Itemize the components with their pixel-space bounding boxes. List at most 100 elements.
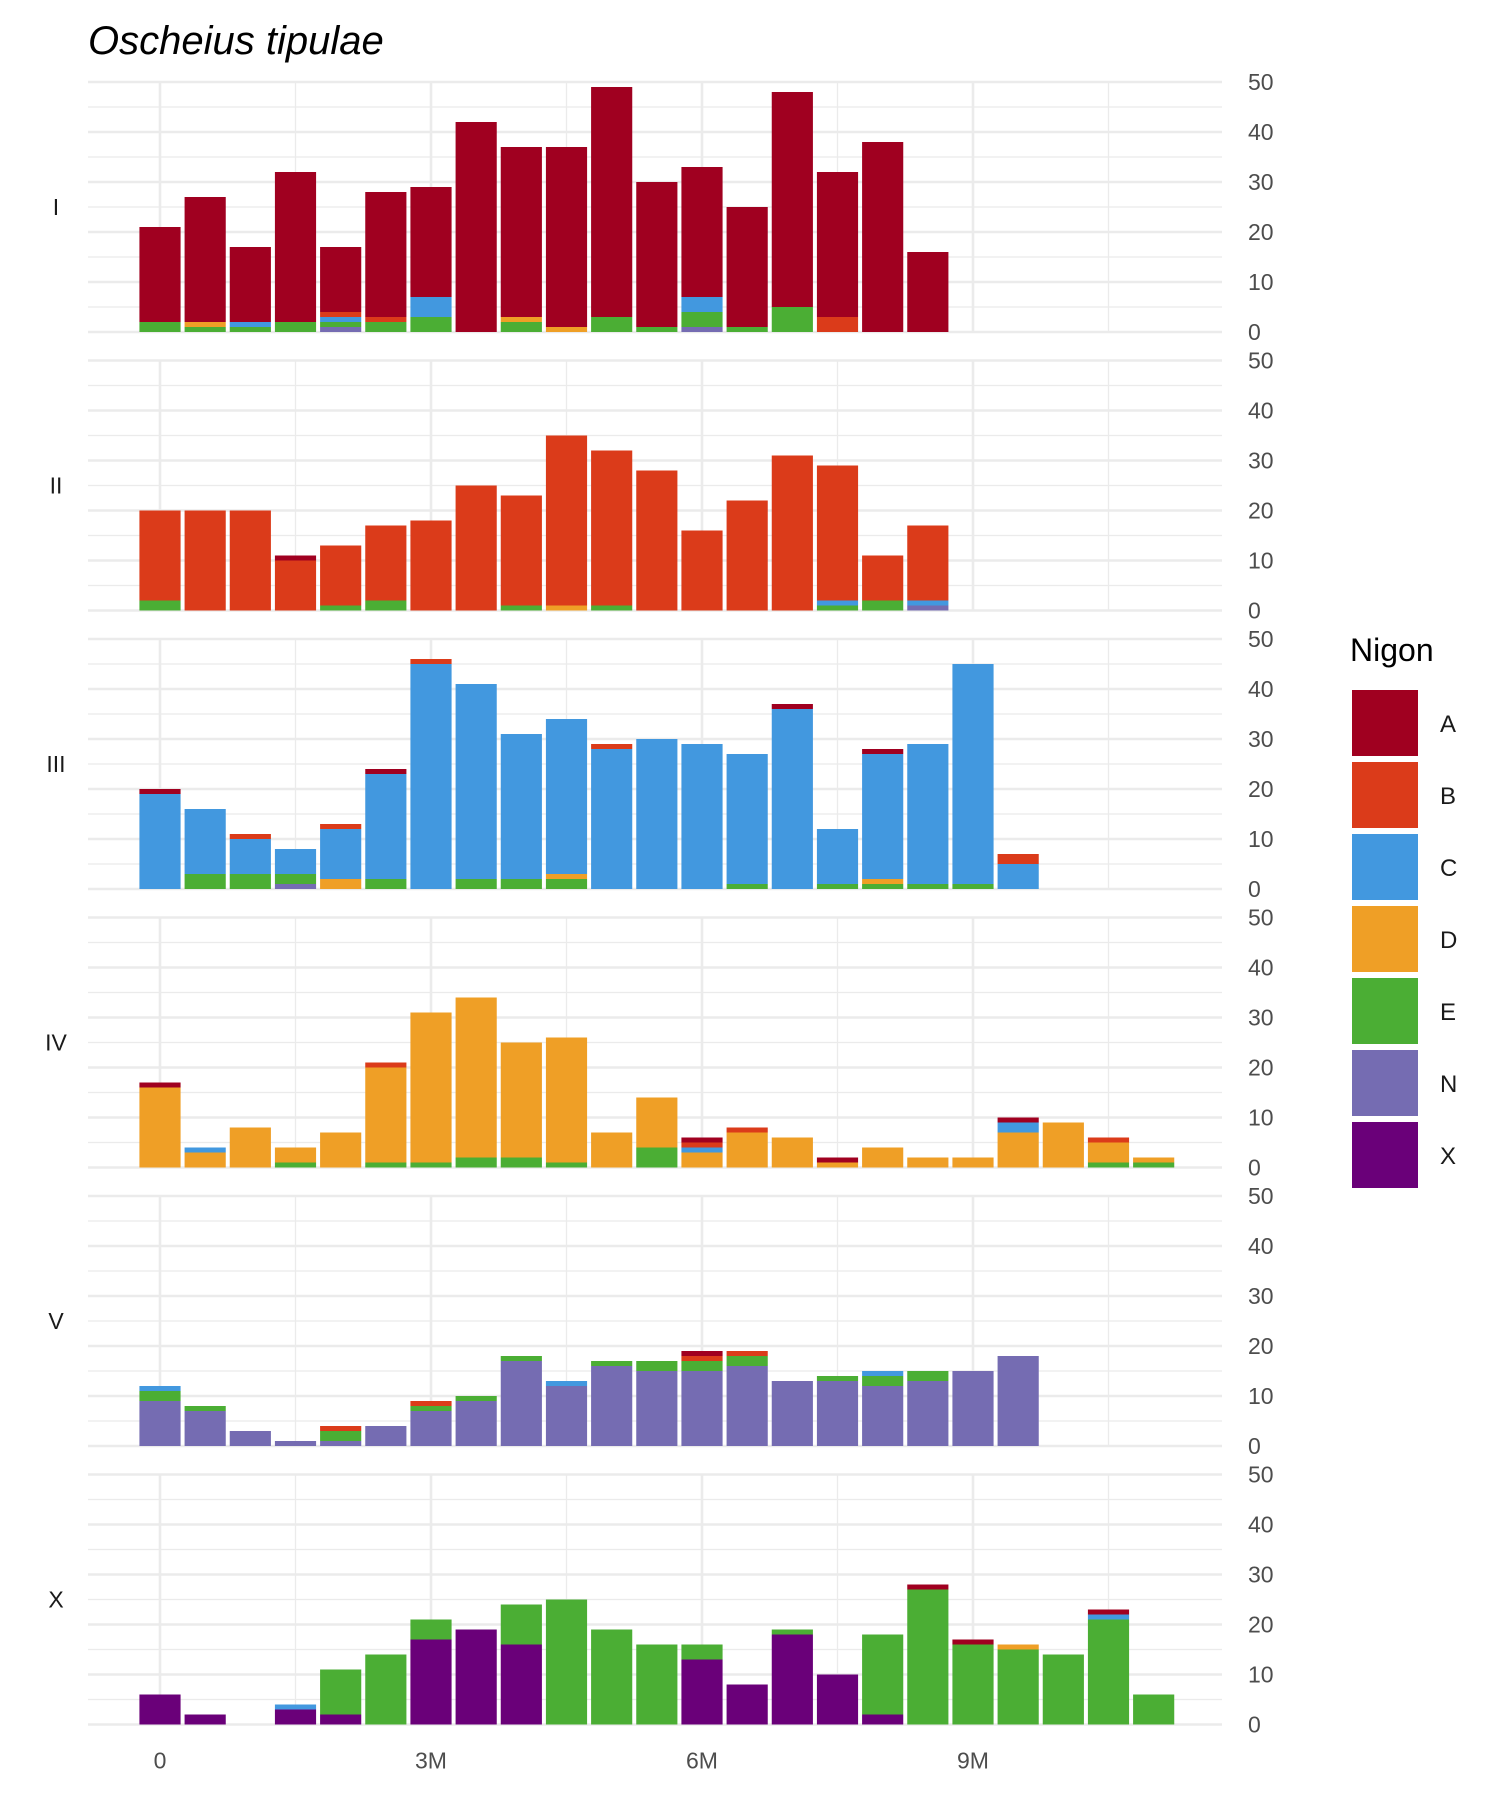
bar-segment-E — [545, 879, 588, 889]
bar-segment-E — [365, 1162, 407, 1168]
facet-panel-II: II 0 10 20 30 40 50 — [50, 348, 1274, 624]
legend-swatch-N — [1352, 1050, 1418, 1116]
x-tick-label: 3M — [415, 1748, 447, 1774]
bar-segment-E — [455, 879, 497, 889]
bar-segment-E — [229, 874, 271, 889]
bar-segment-E — [545, 1599, 588, 1725]
bar-segment-D — [862, 879, 904, 884]
legend-label: C — [1440, 855, 1457, 882]
bar-segment-A — [500, 147, 542, 317]
bar-segment-E — [139, 600, 181, 611]
y-tick-label: 30 — [1248, 1562, 1274, 1588]
y-tick-label: 40 — [1248, 676, 1274, 702]
bar-segment-E — [500, 879, 542, 889]
facet-label: III — [46, 751, 65, 777]
x-axis: 0 3M 6M 9M — [154, 1748, 989, 1774]
x-tick-label: 6M — [686, 1748, 718, 1774]
legend-label: X — [1440, 1143, 1456, 1170]
legend-label: A — [1440, 711, 1456, 738]
bar-segment-N — [997, 1356, 1039, 1446]
bar-segment-E — [726, 884, 768, 889]
bar-segment-C — [184, 809, 226, 874]
bar-segment-C — [907, 744, 949, 884]
bar-segment-E — [500, 605, 542, 611]
facet-label: V — [48, 1308, 64, 1334]
bar-segment-E — [545, 1162, 588, 1168]
bar-segment-D — [320, 1132, 362, 1168]
bar-segment-B — [410, 1401, 452, 1406]
bar-segment-C — [952, 664, 994, 884]
facet-panel-X: X 0 10 20 30 40 50 — [48, 1462, 1273, 1738]
bar-segment-D — [816, 1162, 859, 1168]
bar-segment-N — [952, 1371, 994, 1446]
bar-segment-X — [862, 1714, 904, 1725]
bar-segment-X — [184, 1714, 226, 1725]
bar-segment-D — [997, 1644, 1039, 1650]
bar-segment-A — [139, 789, 181, 794]
y-tick-label: 20 — [1248, 1333, 1274, 1359]
y-tick-label: 0 — [1248, 1712, 1261, 1738]
bar-segment-N — [500, 1361, 542, 1446]
legend-swatch-E — [1352, 978, 1418, 1044]
bar-segment-B — [997, 854, 1039, 864]
bar-segment-E — [1133, 1694, 1175, 1725]
bar-segment-D — [1042, 1122, 1084, 1168]
bar-segment-A — [455, 122, 497, 332]
bar-segment-E — [907, 884, 949, 889]
y-tick-label: 40 — [1248, 398, 1274, 424]
bar-segment-C — [636, 739, 678, 889]
facet-panels: I01020304050II01020304050III01020304050I… — [45, 69, 1273, 1738]
bar-segment-N — [410, 1411, 452, 1446]
y-tick-label: 30 — [1248, 726, 1274, 752]
facet-panel-V: V 0 10 20 30 40 50 — [48, 1183, 1273, 1459]
y-tick-label: 10 — [1248, 1383, 1274, 1409]
bar-segment-E — [410, 317, 452, 332]
bar-segment-E — [139, 322, 181, 332]
facet-panel-IV: IV 0 10 20 30 40 50 — [45, 905, 1273, 1181]
bar-segment-E — [636, 327, 678, 332]
bar-segment-E — [229, 327, 271, 332]
bar-segment-E — [1133, 1162, 1175, 1168]
legend-swatch-B — [1352, 762, 1418, 828]
bar-segment-N — [862, 1386, 904, 1446]
y-tick-label: 20 — [1248, 219, 1274, 245]
bar-segment-D — [320, 879, 362, 889]
bar-segment-X — [771, 1634, 813, 1725]
bar-segment-E — [816, 884, 859, 889]
bar-segment-B — [410, 520, 452, 611]
bar-segment-E — [591, 317, 633, 332]
bar-segment-D — [997, 1132, 1039, 1168]
bar-segment-D — [1133, 1157, 1175, 1163]
bar-segment-A — [681, 1137, 723, 1143]
bar-segment-E — [907, 1589, 949, 1725]
bar-segment-B — [681, 1142, 723, 1148]
legend-label: B — [1440, 783, 1456, 810]
bar-segment-C — [139, 794, 181, 889]
bar-segment-B — [229, 510, 271, 611]
bar-segment-D — [681, 1152, 723, 1168]
bar-segment-X — [274, 1709, 317, 1725]
bar-segment-N — [907, 605, 949, 611]
bar-segment-E — [591, 1629, 633, 1725]
bar-segment-A — [907, 1584, 949, 1590]
bar-segment-C — [591, 749, 633, 889]
bar-segment-B — [726, 1351, 768, 1356]
bar-segment-D — [184, 322, 226, 327]
bar-segment-A — [410, 187, 452, 297]
bar-segment-C — [997, 1122, 1039, 1133]
bar-segment-B — [139, 510, 181, 601]
facet-panel-III: III 0 10 20 30 40 50 — [46, 626, 1273, 902]
bar-segment-B — [500, 495, 542, 606]
bar-segment-E — [681, 312, 723, 327]
bar-segment-A — [545, 147, 588, 327]
bar-segment-D — [500, 317, 542, 322]
y-tick-label: 50 — [1248, 69, 1274, 95]
bar-segment-C — [139, 1386, 181, 1391]
bar-segment-E — [862, 1634, 904, 1715]
bar-segment-B — [591, 450, 633, 606]
bar-segment-B — [365, 317, 407, 322]
bar-segment-D — [455, 997, 497, 1158]
bar-segment-B — [229, 834, 271, 839]
bar-segment-N — [365, 1426, 407, 1446]
